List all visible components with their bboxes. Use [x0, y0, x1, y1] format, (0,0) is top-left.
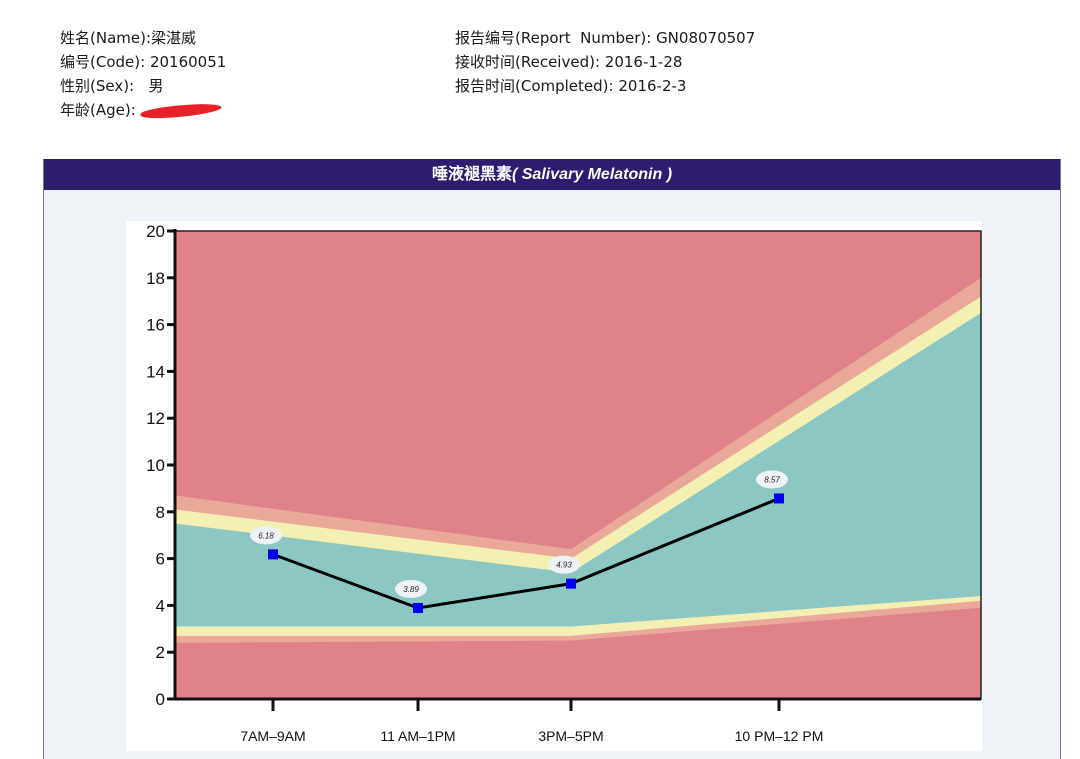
name-value: 梁湛威 — [151, 29, 197, 47]
report-number-row: 报告编号(Report Number): GN08070507 — [455, 26, 755, 50]
melatonin-panel: 唾液褪黑素( Salivary Melatonin ) 0 2 4 6 8 10 12 14 1… — [43, 159, 1061, 759]
y-tick-label: 6 — [156, 550, 165, 569]
data-point-marker — [268, 549, 278, 560]
code-label: 编号(Code): — [60, 53, 146, 71]
code-row: 编号(Code): 20160051 — [60, 50, 226, 74]
code-value: 20160051 — [149, 53, 227, 71]
data-label-bubble — [548, 555, 580, 574]
y-tick-label: 0 — [156, 690, 165, 709]
y-tick-label: 4 — [156, 596, 165, 615]
data-label-bubble — [395, 579, 427, 598]
x-tick-label: 11 AM–1PM — [380, 728, 455, 744]
sex-label: 性别(Sex): — [60, 77, 135, 95]
patient-info: 姓名(Name):梁湛威 编号(Code): 20160051 性别(Sex):… — [60, 26, 226, 122]
data-label: 8.57 — [764, 475, 780, 484]
data-label-bubble — [250, 526, 282, 545]
y-tick-label: 20 — [146, 222, 165, 241]
sex-row: 性别(Sex): 男 — [60, 74, 226, 98]
y-tick-label: 8 — [156, 503, 165, 522]
melatonin-line — [272, 497, 780, 610]
data-label: 3.89 — [403, 585, 419, 594]
data-point-marker — [774, 493, 784, 504]
x-tick-label: 10 PM–12 PM — [735, 728, 824, 744]
y-tick-label: 16 — [146, 316, 165, 335]
age-redaction-mark — [137, 100, 224, 121]
panel-title-cn: 唾液褪黑素 — [431, 166, 512, 183]
data-label: 4.93 — [556, 561, 572, 570]
report-info: 报告编号(Report Number): GN08070507 接收时间(Rec… — [455, 26, 755, 98]
y-tick-label: 10 — [146, 456, 165, 475]
completed-value: 2016-2-3 — [618, 77, 687, 95]
data-point-marker — [566, 578, 576, 589]
completed-label: 报告时间(Completed): — [455, 77, 614, 95]
received-label: 接收时间(Received): — [455, 53, 601, 71]
sex-value: 男 — [148, 77, 164, 95]
chart-area: 0 2 4 6 8 10 12 14 16 18 20 7AM–9AM 11 AM–1PM 3PM–5PM… — [126, 221, 982, 751]
data-label: 6.18 — [258, 531, 274, 540]
y-tick-label: 2 — [156, 643, 165, 662]
normal-zone-band — [175, 312, 981, 627]
y-tick-label: 14 — [146, 362, 165, 381]
data-label-bubble — [756, 470, 788, 489]
x-tick-label: 7AM–9AM — [240, 728, 305, 744]
y-tick-label: 12 — [146, 409, 165, 428]
panel-title-en: ( Salivary Melatonin ) — [511, 166, 673, 183]
panel-header: 唾液褪黑素( Salivary Melatonin ) — [44, 159, 1060, 190]
y-tick-label: 18 — [146, 269, 165, 288]
age-row: 年龄(Age): — [60, 98, 226, 122]
name-row: 姓名(Name):梁湛威 — [60, 26, 226, 50]
completed-row: 报告时间(Completed): 2016-2-3 — [455, 74, 755, 98]
age-label: 年龄(Age): — [60, 101, 136, 119]
received-value: 2016-1-28 — [604, 53, 683, 71]
report-number-value: GN08070507 — [656, 29, 756, 47]
data-point-marker — [413, 602, 423, 613]
received-row: 接收时间(Received): 2016-1-28 — [455, 50, 755, 74]
name-label: 姓名(Name): — [60, 29, 152, 47]
melatonin-chart: 0 2 4 6 8 10 12 14 16 18 20 7AM–9AM 11 AM–1PM 3PM–5PM… — [146, 222, 982, 744]
report-number-label: 报告编号(Report Number): — [455, 29, 652, 47]
x-tick-label: 3PM–5PM — [538, 728, 603, 744]
